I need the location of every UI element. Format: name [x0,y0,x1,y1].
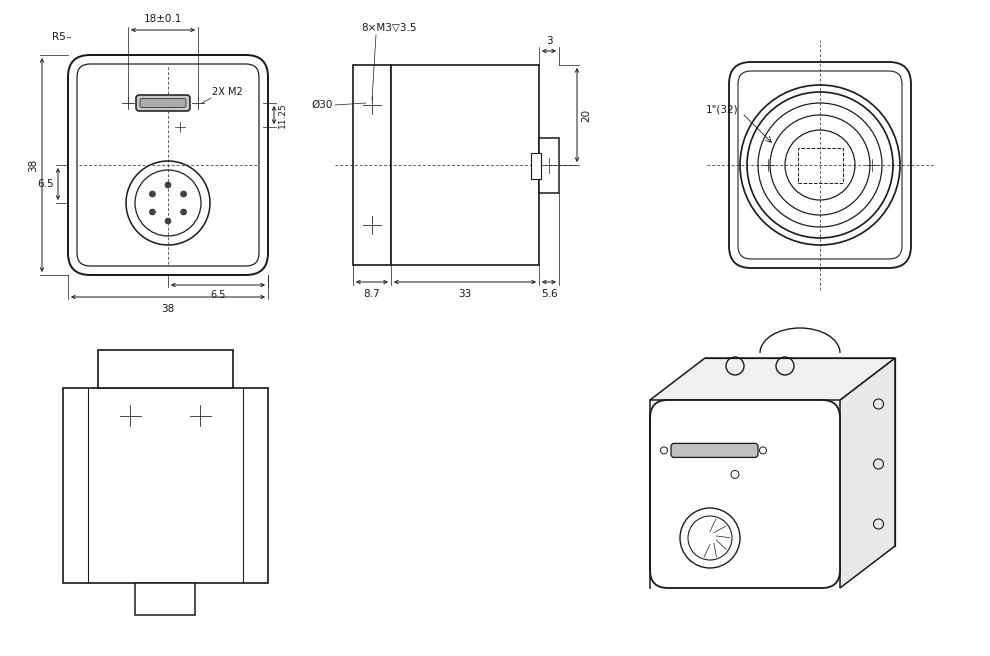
Circle shape [165,218,171,224]
Polygon shape [650,358,895,400]
Text: 38: 38 [161,304,174,314]
Text: 20: 20 [581,108,591,121]
Circle shape [149,191,155,197]
Circle shape [165,182,171,188]
Text: 5.6: 5.6 [541,289,557,299]
Text: 2X M2: 2X M2 [212,87,243,97]
FancyBboxPatch shape [671,443,758,457]
Text: R5: R5 [52,32,66,42]
Bar [539,138,559,192]
Bar [798,148,842,182]
Text: 11.25: 11.25 [278,102,287,128]
Text: 18±0.1: 18±0.1 [144,14,182,24]
Circle shape [149,209,155,215]
Text: 6.5: 6.5 [38,179,54,189]
Bar [135,583,195,615]
Text: 33: 33 [458,289,471,299]
Circle shape [180,191,186,197]
Bar [391,65,539,265]
FancyBboxPatch shape [140,98,186,108]
FancyBboxPatch shape [68,55,268,275]
FancyBboxPatch shape [136,95,190,111]
Text: 1"(32): 1"(32) [705,105,738,115]
Text: Ø30: Ø30 [312,100,333,110]
Bar [353,65,391,265]
Text: 8×M3▽3.5: 8×M3▽3.5 [361,23,417,33]
Text: 6.5: 6.5 [210,290,226,300]
Bar [97,350,233,388]
Text: 8.7: 8.7 [363,289,380,299]
Bar [531,153,541,179]
FancyBboxPatch shape [729,62,911,268]
Text: 3: 3 [545,36,552,46]
Bar [62,388,267,583]
Circle shape [180,209,186,215]
Text: 38: 38 [28,158,38,172]
Polygon shape [840,358,895,588]
FancyBboxPatch shape [650,400,840,588]
